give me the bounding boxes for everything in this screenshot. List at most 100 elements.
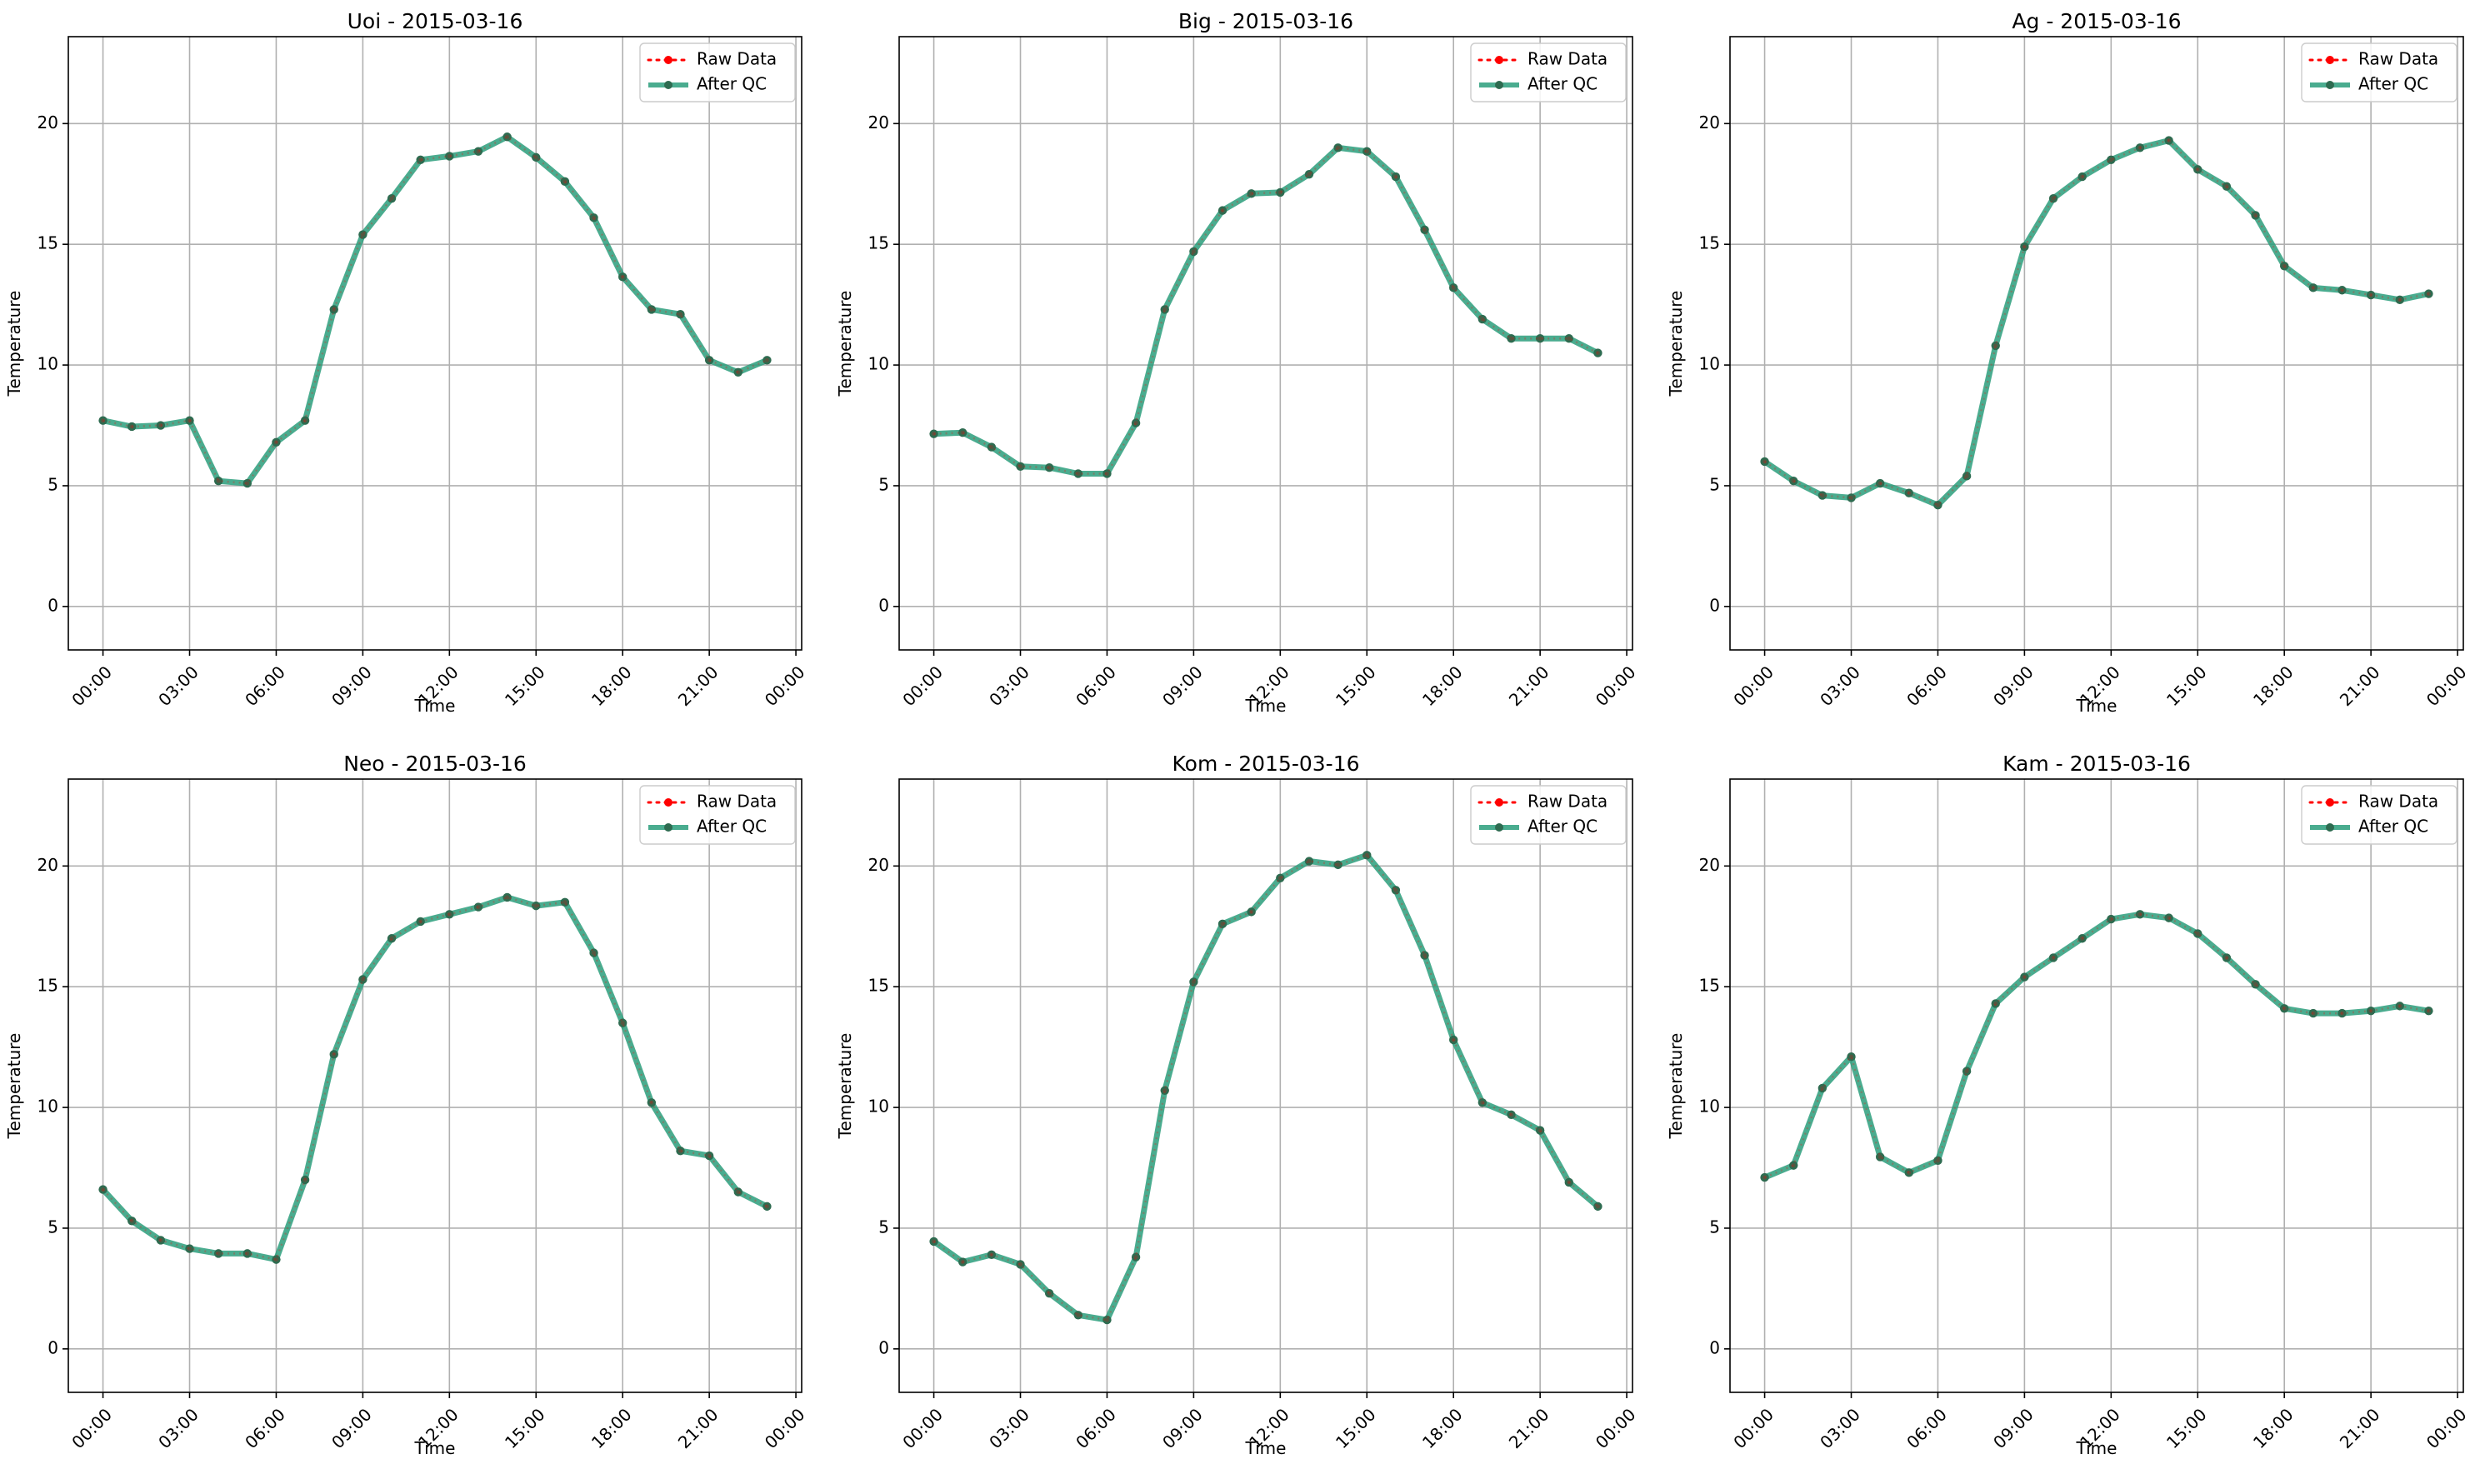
- legend: Raw Data After QC: [1470, 785, 1627, 845]
- after-qc-point: [1044, 463, 1054, 472]
- after-qc-point: [987, 1250, 997, 1260]
- y-tick-label: 0: [48, 595, 58, 615]
- after-qc-point: [1593, 348, 1602, 357]
- after-qc-point: [1218, 206, 1228, 215]
- legend-qc-label: After QC: [1528, 74, 1598, 94]
- after-qc-point: [1478, 1098, 1488, 1107]
- raw-data-point: [1791, 478, 1796, 483]
- x-tick-label: 21:00: [674, 1404, 722, 1452]
- raw-data-point: [2282, 1006, 2287, 1011]
- after-qc-point: [502, 132, 512, 142]
- after-qc-point: [1131, 1252, 1141, 1262]
- after-qc-point: [2366, 1006, 2376, 1016]
- raw-data-point: [1018, 1262, 1023, 1267]
- y-tick-label: 20: [38, 855, 58, 875]
- after-qc-point: [618, 1018, 628, 1027]
- grid-lines: [1730, 779, 2463, 1392]
- after-qc-point: [98, 1185, 108, 1194]
- after-qc-point: [2279, 262, 2289, 271]
- subplot-title: Neo - 2015-03-16: [343, 752, 527, 776]
- y-tick-label: 5: [1709, 474, 1720, 494]
- subplot-2: 00:00 03:00 06:00 09:00 12:00 15:00 18:00 21:00…: [835, 9, 1639, 716]
- raw-data-point: [932, 432, 937, 437]
- after-qc-point: [300, 1175, 310, 1185]
- x-tick-label: 15:00: [501, 1404, 549, 1452]
- after-qc-point: [1904, 1168, 1914, 1177]
- raw-data-point: [2398, 297, 2402, 302]
- raw-data-point: [389, 196, 394, 201]
- raw-data-point: [649, 307, 654, 312]
- raw-data-point: [1336, 862, 1341, 867]
- raw-data-point: [505, 134, 510, 139]
- legend: Raw Data After QC: [639, 42, 796, 102]
- raw-data-point: [1762, 459, 1768, 464]
- after-qc-point: [1933, 1156, 1942, 1166]
- raw-data-point: [1907, 1170, 1912, 1175]
- raw-data-point: [418, 157, 423, 162]
- after-qc-point: [128, 422, 137, 432]
- raw-data-point: [332, 1052, 337, 1057]
- after-qc-point: [958, 1257, 968, 1267]
- raw-data-point: [989, 445, 994, 450]
- x-tick-label: 15:00: [501, 662, 549, 710]
- raw-data-point: [1791, 1163, 1796, 1168]
- y-tick-label: 5: [878, 1217, 889, 1237]
- after-qc-point: [1073, 1311, 1083, 1320]
- raw-data-point: [932, 1239, 937, 1244]
- raw-data-point: [2368, 1008, 2373, 1013]
- axes-frame: [1729, 778, 2464, 1393]
- after-qc-point: [704, 356, 714, 365]
- after-qc-point: [329, 305, 338, 314]
- after-qc-point: [1535, 1126, 1545, 1135]
- after-qc-point: [1875, 478, 1885, 488]
- after-qc-point: [1933, 500, 1942, 510]
- raw-data-point: [1993, 1001, 1998, 1006]
- y-tick-label: 15: [38, 976, 58, 996]
- after-qc-point: [1818, 1083, 1828, 1093]
- x-tick-label: 09:00: [1989, 1404, 2038, 1452]
- after-qc-point: [1131, 418, 1141, 427]
- after-qc-point: [532, 901, 541, 911]
- after-qc-point: [300, 416, 310, 425]
- subplot-title: Ag - 2015-03-16: [2012, 9, 2181, 33]
- raw-data-point: [649, 1100, 654, 1105]
- after-qc-point: [2107, 914, 2116, 924]
- raw-data-point: [1422, 953, 1428, 958]
- x-tick-label: 03:00: [154, 1404, 202, 1452]
- x-tick-label: 15:00: [1332, 1404, 1380, 1452]
- after-qc-point: [704, 1151, 714, 1161]
- grid-lines: [899, 779, 1632, 1392]
- after-qc-point: [2020, 972, 2029, 982]
- raw-data-point: [158, 1237, 163, 1242]
- after-qc-point: [445, 152, 454, 161]
- raw-data-point: [245, 1251, 250, 1256]
- after-qc-point: [2395, 295, 2404, 305]
- raw-data-point: [1336, 145, 1341, 150]
- after-qc-point: [2279, 1004, 2289, 1013]
- after-qc-point: [1189, 247, 1198, 257]
- x-tick-label: 00:00: [898, 1404, 947, 1452]
- raw-data-point: [476, 905, 481, 910]
- after-qc-point: [1160, 1086, 1169, 1095]
- subplot-6: 00:00 03:00 06:00 09:00 12:00 15:00 18:00 21:00…: [1666, 752, 2470, 1458]
- after-qc-point: [185, 1244, 194, 1253]
- legend-qc-label: After QC: [697, 74, 767, 94]
- x-tick-label: 06:00: [1902, 662, 1951, 710]
- x-tick-label: 09:00: [328, 1404, 376, 1452]
- raw-data-point: [678, 312, 682, 317]
- after-qc-point: [128, 1217, 137, 1226]
- x-tick-label: 03:00: [985, 1404, 1033, 1452]
- raw-data-point: [2339, 287, 2344, 292]
- after-qc-point: [2222, 953, 2232, 962]
- raw-data-point: [1278, 876, 1282, 881]
- legend-qc-label: After QC: [2358, 74, 2428, 94]
- y-axis-label: Temperature: [835, 1033, 855, 1140]
- legend-raw-marker: [1495, 798, 1503, 807]
- legend-raw-label: Raw Data: [2358, 792, 2438, 812]
- after-qc-points: [929, 851, 1602, 1325]
- x-tick-label: 00:00: [1729, 662, 1778, 710]
- raw-data-point: [1191, 249, 1196, 254]
- after-qc-points: [1760, 136, 2433, 510]
- raw-data-point: [2167, 138, 2172, 143]
- plot-area: [899, 779, 1632, 1392]
